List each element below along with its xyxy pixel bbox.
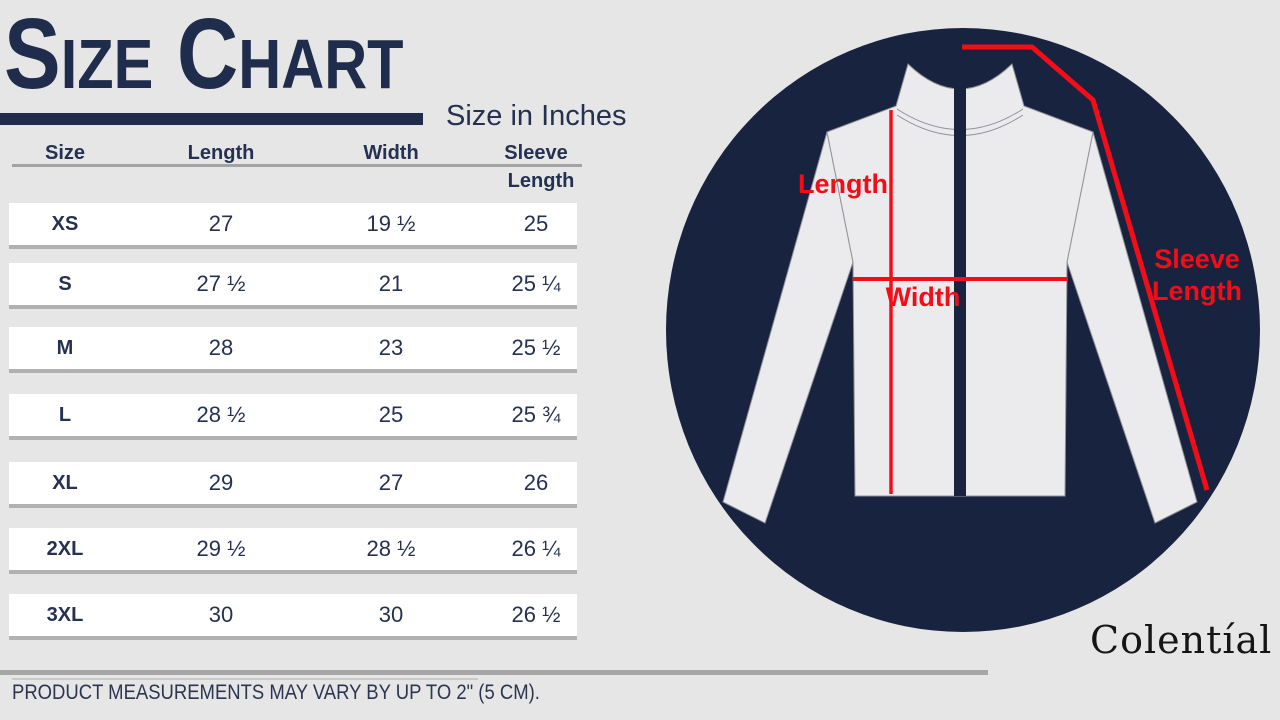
width-label: Width <box>886 282 961 312</box>
size-cell: 3XL <box>46 603 84 626</box>
size-cell: S <box>58 272 72 295</box>
size-cell: XL <box>52 471 78 494</box>
width-cell: 23 <box>378 335 404 360</box>
size-cell: L <box>58 403 72 426</box>
table-header-row: Size Length Width Sleeve <box>9 141 577 165</box>
measurement-lines <box>853 44 1210 494</box>
table-row: M 28 23 25 ½ <box>9 327 577 373</box>
sleeve-cell: 25 ¼ <box>511 271 561 296</box>
length-cell: 29 <box>208 470 234 495</box>
length-cell: 27 ½ <box>196 271 246 296</box>
width-cell: 21 <box>378 271 404 296</box>
units-subtitle: Size in Inches <box>446 100 627 132</box>
sleeve-cell: 25 <box>523 211 549 236</box>
title-underline-bar <box>0 113 423 125</box>
width-cell: 19 ½ <box>366 211 416 236</box>
table-row: L 28 ½ 25 25 ¾ <box>9 394 577 440</box>
width-cell: 28 ½ <box>366 536 416 561</box>
table-row: XS 27 19 ½ 25 <box>9 203 577 249</box>
width-cell: 25 <box>378 402 404 427</box>
footer-divider-line-light <box>12 678 478 680</box>
table-row: 2XL 29 ½ 28 ½ 26 ¼ <box>9 528 577 574</box>
brand-logo: Colentíal <box>1090 618 1273 662</box>
size-cell: M <box>56 336 74 359</box>
length-cell: 29 ½ <box>196 536 246 561</box>
size-cell: 2XL <box>46 537 84 560</box>
jacket-measurement-diagram: Length Width Sleeve Length <box>666 28 1260 632</box>
sleeve-cell: 26 ½ <box>511 602 561 627</box>
sleeve-cell: 25 ½ <box>511 335 561 360</box>
measurement-disclaimer: PRODUCT MEASUREMENTS MAY VARY BY UP TO 2… <box>12 681 540 704</box>
header-divider-line <box>12 164 582 167</box>
width-cell: 27 <box>378 470 404 495</box>
sleeve-label-line2: Length <box>1152 276 1242 306</box>
column-header-width: Width <box>363 141 419 164</box>
sleeve-cell: 25 ¾ <box>511 402 561 427</box>
sleeve-label-line1: Sleeve <box>1154 244 1240 274</box>
table-row: XL 29 27 26 <box>9 462 577 508</box>
column-header-sleeve-line2: Length <box>507 170 575 192</box>
page-title: Size Chart <box>4 0 404 110</box>
size-cell: XS <box>51 212 79 235</box>
width-cell: 30 <box>378 602 404 627</box>
length-cell: 28 <box>208 335 234 360</box>
measurement-labels: Length Width Sleeve Length <box>798 169 1242 312</box>
sleeve-measure-line <box>962 44 1210 491</box>
sleeve-cell: 26 ¼ <box>511 536 561 561</box>
column-header-size: Size <box>44 141 86 164</box>
table-row: 3XL 30 30 26 ½ <box>9 594 577 640</box>
column-header-length: Length <box>187 141 255 164</box>
table-row: S 27 ½ 21 25 ¼ <box>9 263 577 309</box>
length-cell: 28 ½ <box>196 402 246 427</box>
length-label: Length <box>798 169 888 199</box>
column-header-sleeve: Sleeve <box>504 141 568 164</box>
length-cell: 30 <box>208 602 234 627</box>
sleeve-cell: 26 <box>523 470 549 495</box>
length-cell: 27 <box>208 211 234 236</box>
footer-divider-line <box>0 670 988 675</box>
jacket-zipper <box>954 86 966 496</box>
